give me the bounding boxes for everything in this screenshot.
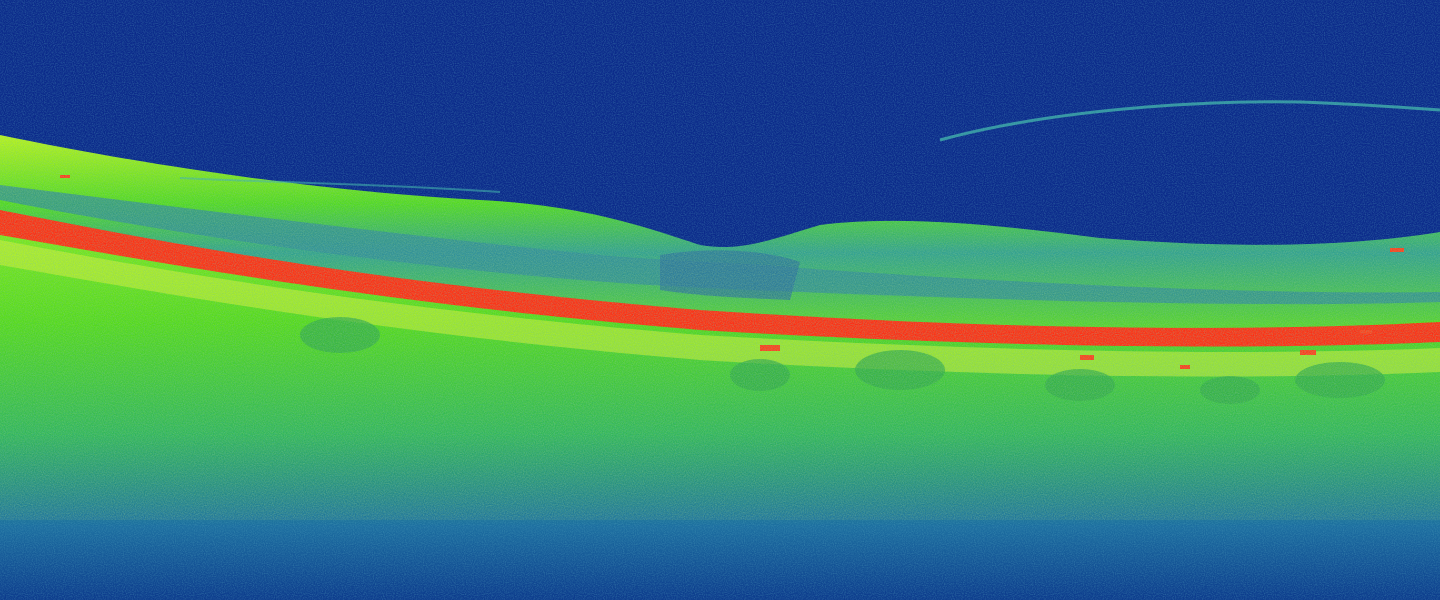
tissue-speckle (0, 135, 1440, 520)
